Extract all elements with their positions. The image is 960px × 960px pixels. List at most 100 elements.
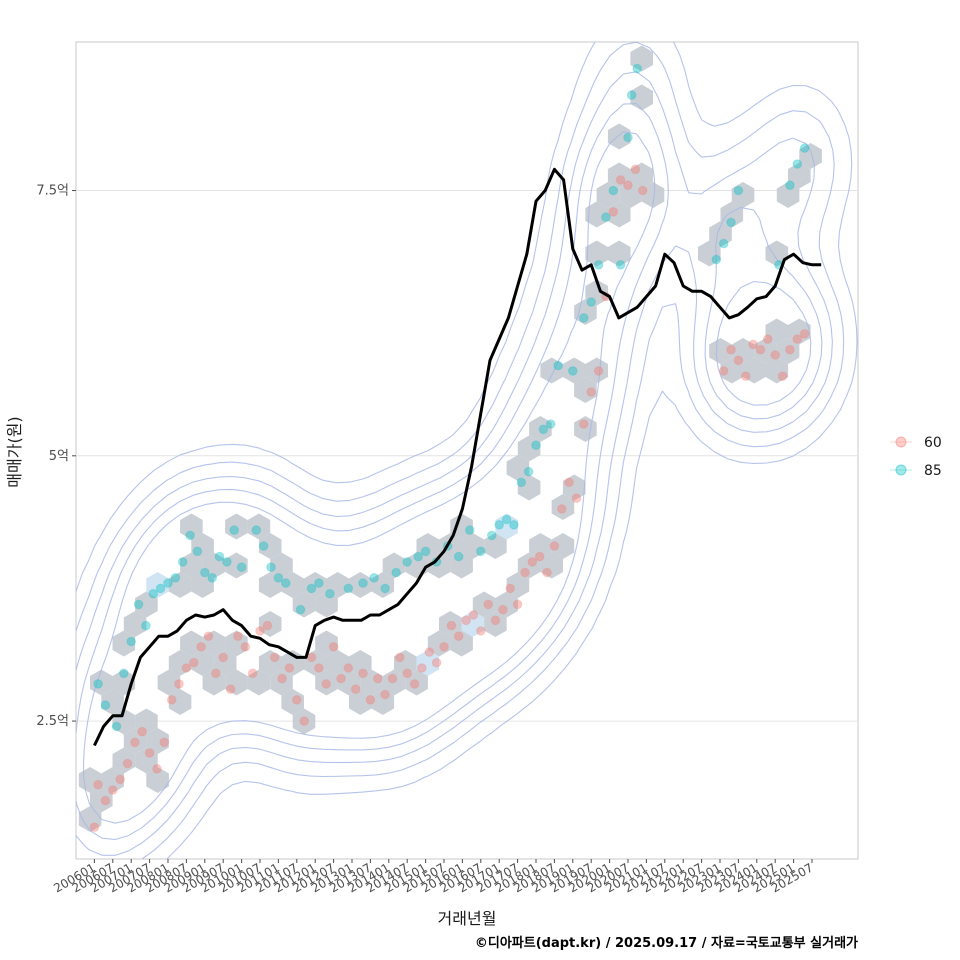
point-85-44 (501, 514, 512, 525)
hex-cell-39 (416, 650, 440, 676)
y-tick-label-0: 2.5억 (36, 714, 69, 729)
hex-cell-37 (394, 650, 417, 676)
point-60-46 (424, 647, 435, 657)
point-85-52 (568, 366, 578, 376)
point-60-68 (586, 387, 597, 397)
hex-cell-73 (101, 689, 124, 715)
point-85-60 (626, 90, 637, 100)
hex-cell-44 (472, 591, 496, 618)
point-85-26 (306, 583, 317, 594)
point-60-20 (233, 631, 243, 642)
hex-cell-88 (247, 513, 271, 540)
point-85-56 (601, 212, 611, 222)
hex-cell-65 (731, 338, 755, 364)
y-tick-label-1: 5억 (49, 449, 69, 464)
point-85-49 (538, 424, 549, 435)
hex-cell-108 (495, 513, 518, 540)
hex-cell-117 (585, 201, 608, 228)
point-60-10 (159, 737, 170, 748)
point-60-40 (380, 689, 390, 700)
point-85-31 (369, 573, 379, 583)
point-60-33 (328, 642, 339, 652)
point-60-76 (718, 366, 729, 376)
point-60-36 (350, 684, 361, 695)
point-85-6 (141, 620, 151, 631)
trend-line-layer (93, 167, 822, 747)
hex-cell-60 (619, 182, 642, 208)
hex-cell-130 (799, 143, 822, 169)
hex-cell-10 (168, 689, 192, 715)
point-60-41 (387, 673, 398, 684)
point-60-82 (763, 334, 773, 344)
point-85-28 (325, 588, 335, 599)
point-85-47 (523, 466, 534, 477)
point-60-26 (277, 673, 287, 684)
hex-cell-21 (258, 611, 282, 637)
hex-cell-54 (574, 416, 597, 442)
point-60-27 (284, 663, 295, 673)
hex-cell-27 (303, 650, 327, 676)
point-60-18 (218, 652, 228, 663)
point-60-4 (115, 774, 125, 785)
hex-cell-17 (213, 650, 237, 676)
point-60-64 (557, 504, 567, 514)
point-60-69 (593, 366, 604, 376)
point-85-2 (111, 721, 122, 732)
hex-cell-32 (349, 650, 372, 676)
hex-cell-89 (258, 533, 282, 559)
point-60-51 (461, 615, 471, 626)
hex-cell-58 (607, 201, 631, 228)
point-60-37 (358, 668, 368, 679)
hex-cell-2 (90, 786, 113, 813)
hex-cell-11 (157, 669, 181, 696)
hex-cell-9 (146, 728, 169, 754)
point-60-60 (527, 557, 538, 567)
hex-cell-36 (382, 669, 406, 696)
point-60-78 (733, 355, 744, 366)
hex-cell-8 (146, 767, 169, 793)
hex-cell-120 (607, 123, 631, 150)
point-60-81 (755, 344, 766, 355)
point-85-7 (148, 588, 159, 599)
point-85-45 (509, 520, 519, 530)
point-60-62 (542, 567, 552, 578)
hex-cell-6 (135, 708, 158, 735)
hex-cell-50 (540, 552, 563, 579)
point-85-32 (380, 583, 390, 594)
point-60-14 (189, 657, 199, 668)
hex-cell-48 (517, 552, 541, 579)
point-60-77 (726, 344, 736, 355)
point-60-16 (203, 631, 214, 642)
hex-cell-51 (551, 533, 575, 559)
point-85-0 (93, 679, 103, 689)
point-60-56 (498, 604, 508, 615)
point-85-20 (251, 525, 262, 535)
point-60-47 (431, 657, 442, 668)
point-85-57 (608, 185, 619, 196)
point-60-9 (152, 764, 162, 774)
hex-cell-114 (562, 357, 586, 384)
hex-cell-14 (180, 630, 203, 657)
point-85-10 (170, 573, 181, 583)
point-85-36 (420, 546, 431, 557)
hex-cell-127 (765, 240, 789, 267)
point-85-61 (632, 63, 643, 74)
point-60-28 (292, 695, 302, 705)
hex-cell-79 (146, 572, 169, 598)
contour-0 (75, 41, 858, 860)
point-60-23 (255, 626, 265, 636)
point-85-18 (229, 525, 239, 535)
point-85-55 (593, 260, 604, 270)
point-85-65 (733, 185, 744, 196)
hex-cell-46 (495, 591, 518, 618)
point-60-83 (770, 350, 781, 360)
plot-panel (75, 41, 859, 860)
hex-cell-19 (225, 630, 248, 657)
hex-cell-98 (371, 572, 395, 598)
point-85-41 (476, 546, 486, 557)
point-85-35 (413, 551, 424, 562)
hex-cell-96 (326, 572, 349, 598)
point-85-1 (100, 700, 111, 710)
point-60-63 (549, 541, 560, 551)
hex-cell-84 (202, 552, 226, 579)
